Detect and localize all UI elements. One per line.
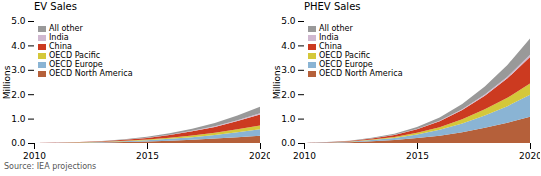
svg-text:2.0: 2.0 bbox=[281, 90, 296, 100]
svg-text:Millions: Millions bbox=[272, 65, 282, 99]
svg-text:3.0: 3.0 bbox=[281, 65, 296, 75]
html-text:OECD North America: OECD North America bbox=[319, 69, 403, 78]
svg-text:0.0: 0.0 bbox=[11, 138, 26, 148]
html-text:All other: All other bbox=[49, 24, 83, 33]
svg-text:4.0: 4.0 bbox=[11, 41, 26, 51]
svg-text:5.0: 5.0 bbox=[281, 16, 296, 26]
svg-text:5.0: 5.0 bbox=[11, 16, 26, 26]
html-text:OECD Europe: OECD Europe bbox=[319, 60, 373, 69]
svg-text:4.0: 4.0 bbox=[281, 41, 296, 51]
html-text:OECD Europe: OECD Europe bbox=[49, 60, 103, 69]
svg-text:2020: 2020 bbox=[249, 151, 270, 161]
html-text:India: India bbox=[49, 33, 69, 42]
html-text:China: China bbox=[49, 42, 72, 51]
html-text:EV Sales: EV Sales bbox=[34, 1, 77, 12]
html-text:OECD Pacific: OECD Pacific bbox=[49, 51, 101, 60]
svg-text:2010: 2010 bbox=[23, 151, 46, 161]
html-text:PHEV Sales: PHEV Sales bbox=[304, 1, 361, 12]
html-text:All other: All other bbox=[319, 24, 353, 33]
svg-text:3.0: 3.0 bbox=[11, 65, 26, 75]
svg-text:2015: 2015 bbox=[406, 151, 429, 161]
html-text:OECD Pacific: OECD Pacific bbox=[319, 51, 371, 60]
svg-text:2020: 2020 bbox=[519, 151, 540, 161]
html-text:India: India bbox=[319, 33, 339, 42]
html-text:China: China bbox=[319, 42, 342, 51]
svg-text:0.0: 0.0 bbox=[281, 138, 296, 148]
svg-text:2015: 2015 bbox=[136, 151, 159, 161]
html-text:OECD North America: OECD North America bbox=[49, 69, 133, 78]
svg-text:2.0: 2.0 bbox=[11, 90, 26, 100]
svg-text:2010: 2010 bbox=[293, 151, 316, 161]
html-text:Source: IEA projections: Source: IEA projections bbox=[4, 162, 97, 171]
svg-text:1.0: 1.0 bbox=[11, 114, 26, 124]
svg-text:1.0: 1.0 bbox=[281, 114, 296, 124]
svg-text:Millions: Millions bbox=[2, 65, 12, 99]
